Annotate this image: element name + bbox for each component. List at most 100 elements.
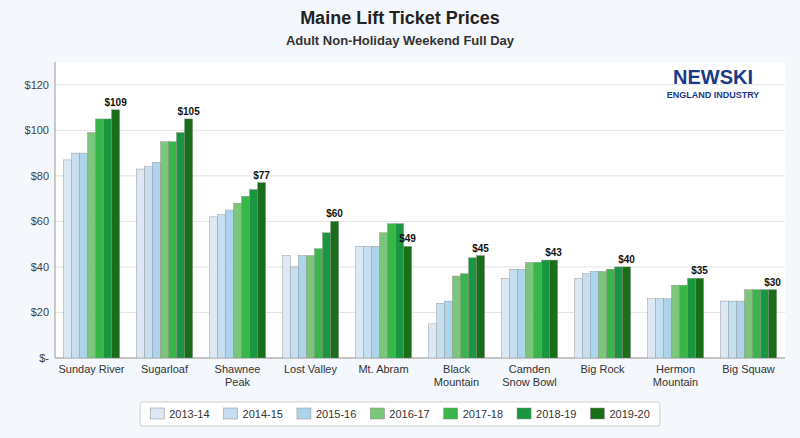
annotation: NEWSKI	[673, 66, 753, 88]
legend-item: 2014-15	[224, 408, 283, 420]
bar	[582, 274, 590, 358]
bar	[534, 262, 542, 358]
legend-item: 2018-19	[517, 408, 576, 420]
x-tick-label: Big Squaw	[722, 363, 775, 375]
bar	[144, 167, 152, 358]
data-label: $77	[253, 170, 270, 181]
chart: Maine Lift Ticket PricesAdult Non-Holida…	[0, 0, 800, 438]
bar	[663, 299, 671, 358]
legend-swatch	[150, 408, 164, 419]
bar	[177, 133, 185, 358]
bar	[655, 299, 663, 358]
legend-label: 2013-14	[169, 408, 209, 420]
bar	[363, 246, 371, 358]
bar	[574, 278, 582, 358]
legend: 2013-14 2014-15 2015-16 2016-17 2017-18 2018-…	[140, 402, 660, 426]
x-tick-label-line: Mt. Abram	[358, 363, 408, 375]
bars	[63, 110, 776, 358]
data-label: $30	[764, 277, 781, 288]
bar	[209, 217, 217, 358]
legend-label: 2014-15	[243, 408, 283, 420]
bar	[542, 260, 550, 358]
legend-item: 2016-17	[370, 408, 429, 420]
x-tick-label: ShawneePeak	[215, 363, 261, 388]
bar	[696, 278, 704, 358]
legend-swatch	[517, 408, 531, 419]
bar	[233, 203, 241, 358]
x-tick-label-line: Camden	[509, 363, 551, 375]
bar	[331, 221, 339, 358]
legend-label: 2019-20	[609, 408, 649, 420]
bar	[355, 246, 363, 358]
bar	[388, 224, 396, 358]
bar	[728, 301, 736, 358]
y-tick-label: $-	[39, 352, 49, 364]
bar	[598, 271, 606, 358]
y-tick-label: $120	[25, 79, 49, 91]
bar	[258, 183, 266, 358]
x-tick-label: CamdenSnow Bowl	[502, 363, 556, 388]
x-tick-label-line: Hermon	[656, 363, 695, 375]
annotation: ENGLAND INDUSTRY	[667, 90, 760, 100]
bar	[509, 269, 517, 358]
legend-swatch	[590, 408, 604, 419]
x-tick-label-line: Mountain	[653, 376, 698, 388]
bar	[736, 301, 744, 358]
bar	[306, 256, 314, 358]
legend-item: 2015-16	[297, 408, 356, 420]
legend-label: 2015-16	[316, 408, 356, 420]
y-tick-label: $80	[31, 170, 49, 182]
y-tick-label: $20	[31, 306, 49, 318]
bar	[444, 301, 452, 358]
x-tick-label-line: Sugarloaf	[141, 363, 189, 375]
data-label: $45	[472, 243, 489, 254]
data-label: $40	[618, 254, 635, 265]
legend-item: 2019-20	[590, 408, 649, 420]
legend-label: 2018-19	[536, 408, 576, 420]
bar	[469, 258, 477, 358]
bar	[590, 271, 598, 358]
bar	[250, 190, 258, 358]
bar	[461, 274, 469, 358]
bar	[550, 260, 558, 358]
bar	[761, 290, 769, 358]
bar	[452, 276, 460, 358]
bar	[315, 249, 323, 358]
bar	[87, 133, 95, 358]
x-tick-label-line: Lost Valley	[284, 363, 337, 375]
bar	[769, 290, 777, 358]
x-tick-label-line: Big Squaw	[722, 363, 775, 375]
bar	[525, 262, 533, 358]
bar	[71, 153, 79, 358]
legend-swatch	[224, 408, 238, 419]
title: Maine Lift Ticket Prices	[300, 8, 500, 28]
x-tick-label: Lost Valley	[284, 363, 337, 375]
bar	[436, 303, 444, 358]
y-tick-label: $100	[25, 124, 49, 136]
legend-item: 2017-18	[444, 408, 503, 420]
x-tick-label-line: Mountain	[434, 376, 479, 388]
bar	[323, 233, 331, 358]
bar	[501, 278, 509, 358]
bar	[720, 301, 728, 358]
x-tick-label-line: Big Rock	[580, 363, 625, 375]
page: {"chart_data": { "type": "bar", "title":…	[0, 0, 800, 438]
bar	[647, 299, 655, 358]
data-label: $60	[326, 208, 343, 219]
data-label: $109	[104, 97, 127, 108]
x-tick-label: HermonMountain	[653, 363, 698, 388]
legend-swatch	[297, 408, 311, 419]
y-tick-label: $60	[31, 215, 49, 227]
bar	[623, 267, 631, 358]
bar	[688, 278, 696, 358]
bar	[112, 110, 120, 358]
bar	[517, 269, 525, 358]
bar	[169, 142, 177, 358]
data-label: $35	[691, 265, 708, 276]
bar	[136, 169, 144, 358]
x-tick-label-line: Black	[443, 363, 470, 375]
bar	[671, 285, 679, 358]
bar	[242, 196, 250, 358]
legend-item: 2013-14	[150, 408, 209, 420]
x-tick-label-line: Shawnee	[215, 363, 261, 375]
